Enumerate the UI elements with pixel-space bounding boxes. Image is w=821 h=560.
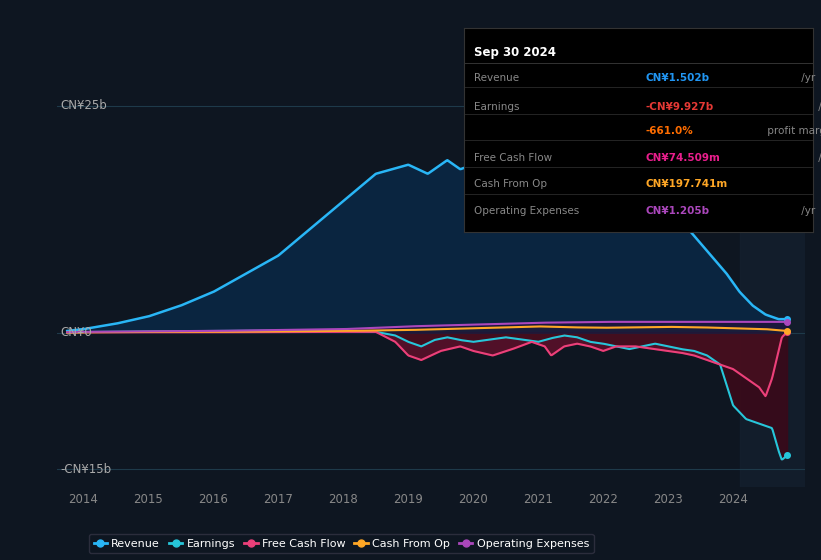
Text: Cash From Op: Cash From Op [475,179,548,189]
Text: Sep 30 2024: Sep 30 2024 [475,46,557,59]
Text: /yr: /yr [798,206,815,216]
Text: CN¥1.205b: CN¥1.205b [645,206,709,216]
Text: /yr: /yr [814,101,821,111]
Bar [740,78,805,487]
Text: -CN¥15b: -CN¥15b [61,463,112,475]
Text: CN¥1.502b: CN¥1.502b [645,73,709,83]
Text: CN¥74.509m: CN¥74.509m [645,153,720,163]
Text: -661.0%: -661.0% [645,126,693,136]
Text: Free Cash Flow: Free Cash Flow [475,153,553,163]
Text: Earnings: Earnings [475,101,520,111]
Text: CN¥197.741m: CN¥197.741m [645,179,727,189]
Text: /yr: /yr [814,153,821,163]
Text: CN¥25b: CN¥25b [61,99,108,112]
Legend: Revenue, Earnings, Free Cash Flow, Cash From Op, Operating Expenses: Revenue, Earnings, Free Cash Flow, Cash … [89,534,594,553]
Text: CN¥0: CN¥0 [61,326,93,339]
Text: profit margin: profit margin [764,126,821,136]
Text: Operating Expenses: Operating Expenses [475,206,580,216]
Text: -CN¥9.927b: -CN¥9.927b [645,101,713,111]
Text: Revenue: Revenue [475,73,520,83]
Text: /yr: /yr [798,73,815,83]
